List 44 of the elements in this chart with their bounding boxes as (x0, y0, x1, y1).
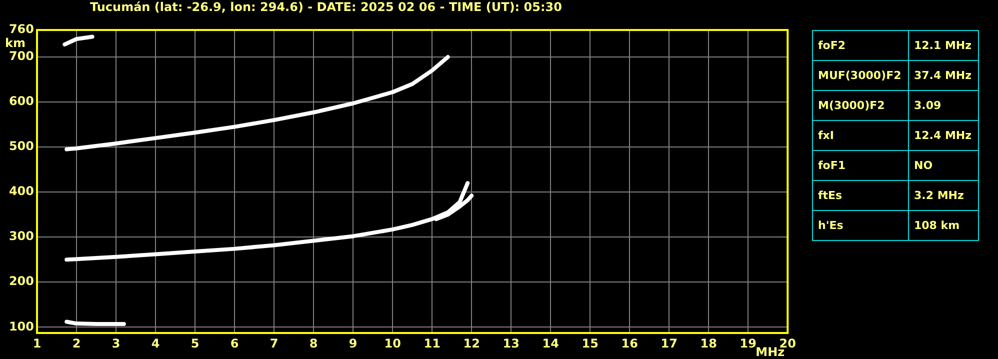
x-tick-label: 18 (700, 336, 717, 350)
x-tick-label: 12 (463, 336, 480, 350)
text: foF2 (812, 30, 908, 60)
x-tick-label: 15 (582, 336, 598, 350)
text: 12.1 MHz (908, 30, 978, 60)
text: ftEs (812, 180, 908, 210)
text: 3.09 (908, 90, 978, 120)
text: 12.4 MHz (908, 120, 978, 150)
x-tick-label: 14 (542, 336, 559, 350)
y-tick-label: 760 (8, 22, 34, 36)
text: 108 km (908, 210, 978, 240)
x-tick-label: 1 (32, 336, 42, 350)
text: foF1 (812, 150, 908, 180)
text: MUF(3000)F2 (812, 60, 908, 90)
text: 37.4 MHz (908, 60, 978, 90)
y-tick-label: 700 (8, 49, 34, 64)
text: h'Es (812, 210, 908, 240)
y-tick-label: 100 (8, 319, 34, 334)
x-tick-label: 3 (112, 336, 120, 350)
x-tick-label: 6 (230, 336, 239, 350)
x-tick-label: 16 (621, 336, 638, 350)
y-tick-label: 300 (8, 229, 34, 244)
y-tick-label: 200 (8, 274, 34, 288)
chart-title: Tucumán (lat: -26.9, lon: 294.6) - DATE: 2025 02 06 - TIME (UT): 05:30 (90, 0, 562, 14)
x-tick-label: 5 (190, 336, 200, 350)
text: M(3000)F2 (812, 90, 908, 120)
text: fxI (812, 120, 908, 150)
x-tick-label: 17 (660, 336, 678, 350)
x-tick-label: 19 (740, 336, 756, 350)
text: 3.2 MHz (908, 180, 978, 210)
x-tick-label: 2 (72, 336, 81, 350)
x-tick-label: 9 (348, 336, 358, 350)
x-tick-label: 11 (424, 336, 440, 350)
x-tick-label: 13 (502, 336, 520, 350)
y-tick-label: 600 (8, 94, 34, 108)
x-tick-label: 10 (384, 336, 401, 350)
text: NO (908, 150, 978, 180)
x-tick-label: 20 (779, 336, 796, 350)
x-tick-label: 7 (270, 336, 278, 350)
x-tick-label: 8 (309, 336, 318, 350)
x-tick-label: 4 (151, 336, 160, 350)
y-tick-label: 400 (8, 184, 34, 198)
y-tick-label: 500 (8, 139, 34, 154)
y-axis-title: km (5, 36, 26, 50)
